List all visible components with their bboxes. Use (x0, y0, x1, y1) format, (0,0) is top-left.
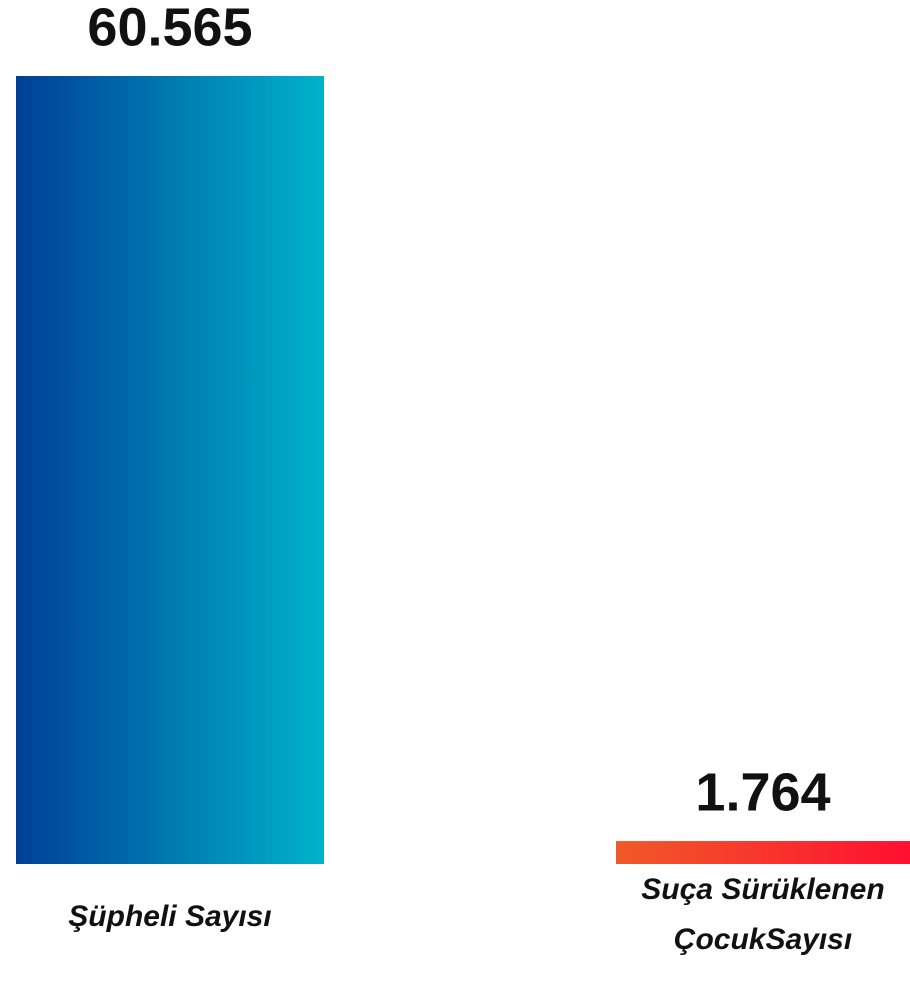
category-label: Suça Sürüklenen ÇocukSayısı (641, 873, 884, 956)
category-label: Şüpheli Sayısı (68, 900, 271, 933)
category-line: Suça Sürüklenen (641, 873, 884, 906)
value-label: 60.565 (87, 0, 252, 57)
bar (616, 841, 910, 864)
value-label: 1.764 (695, 762, 830, 822)
category-line: ÇocukSayısı (674, 923, 852, 956)
bar (16, 76, 324, 864)
